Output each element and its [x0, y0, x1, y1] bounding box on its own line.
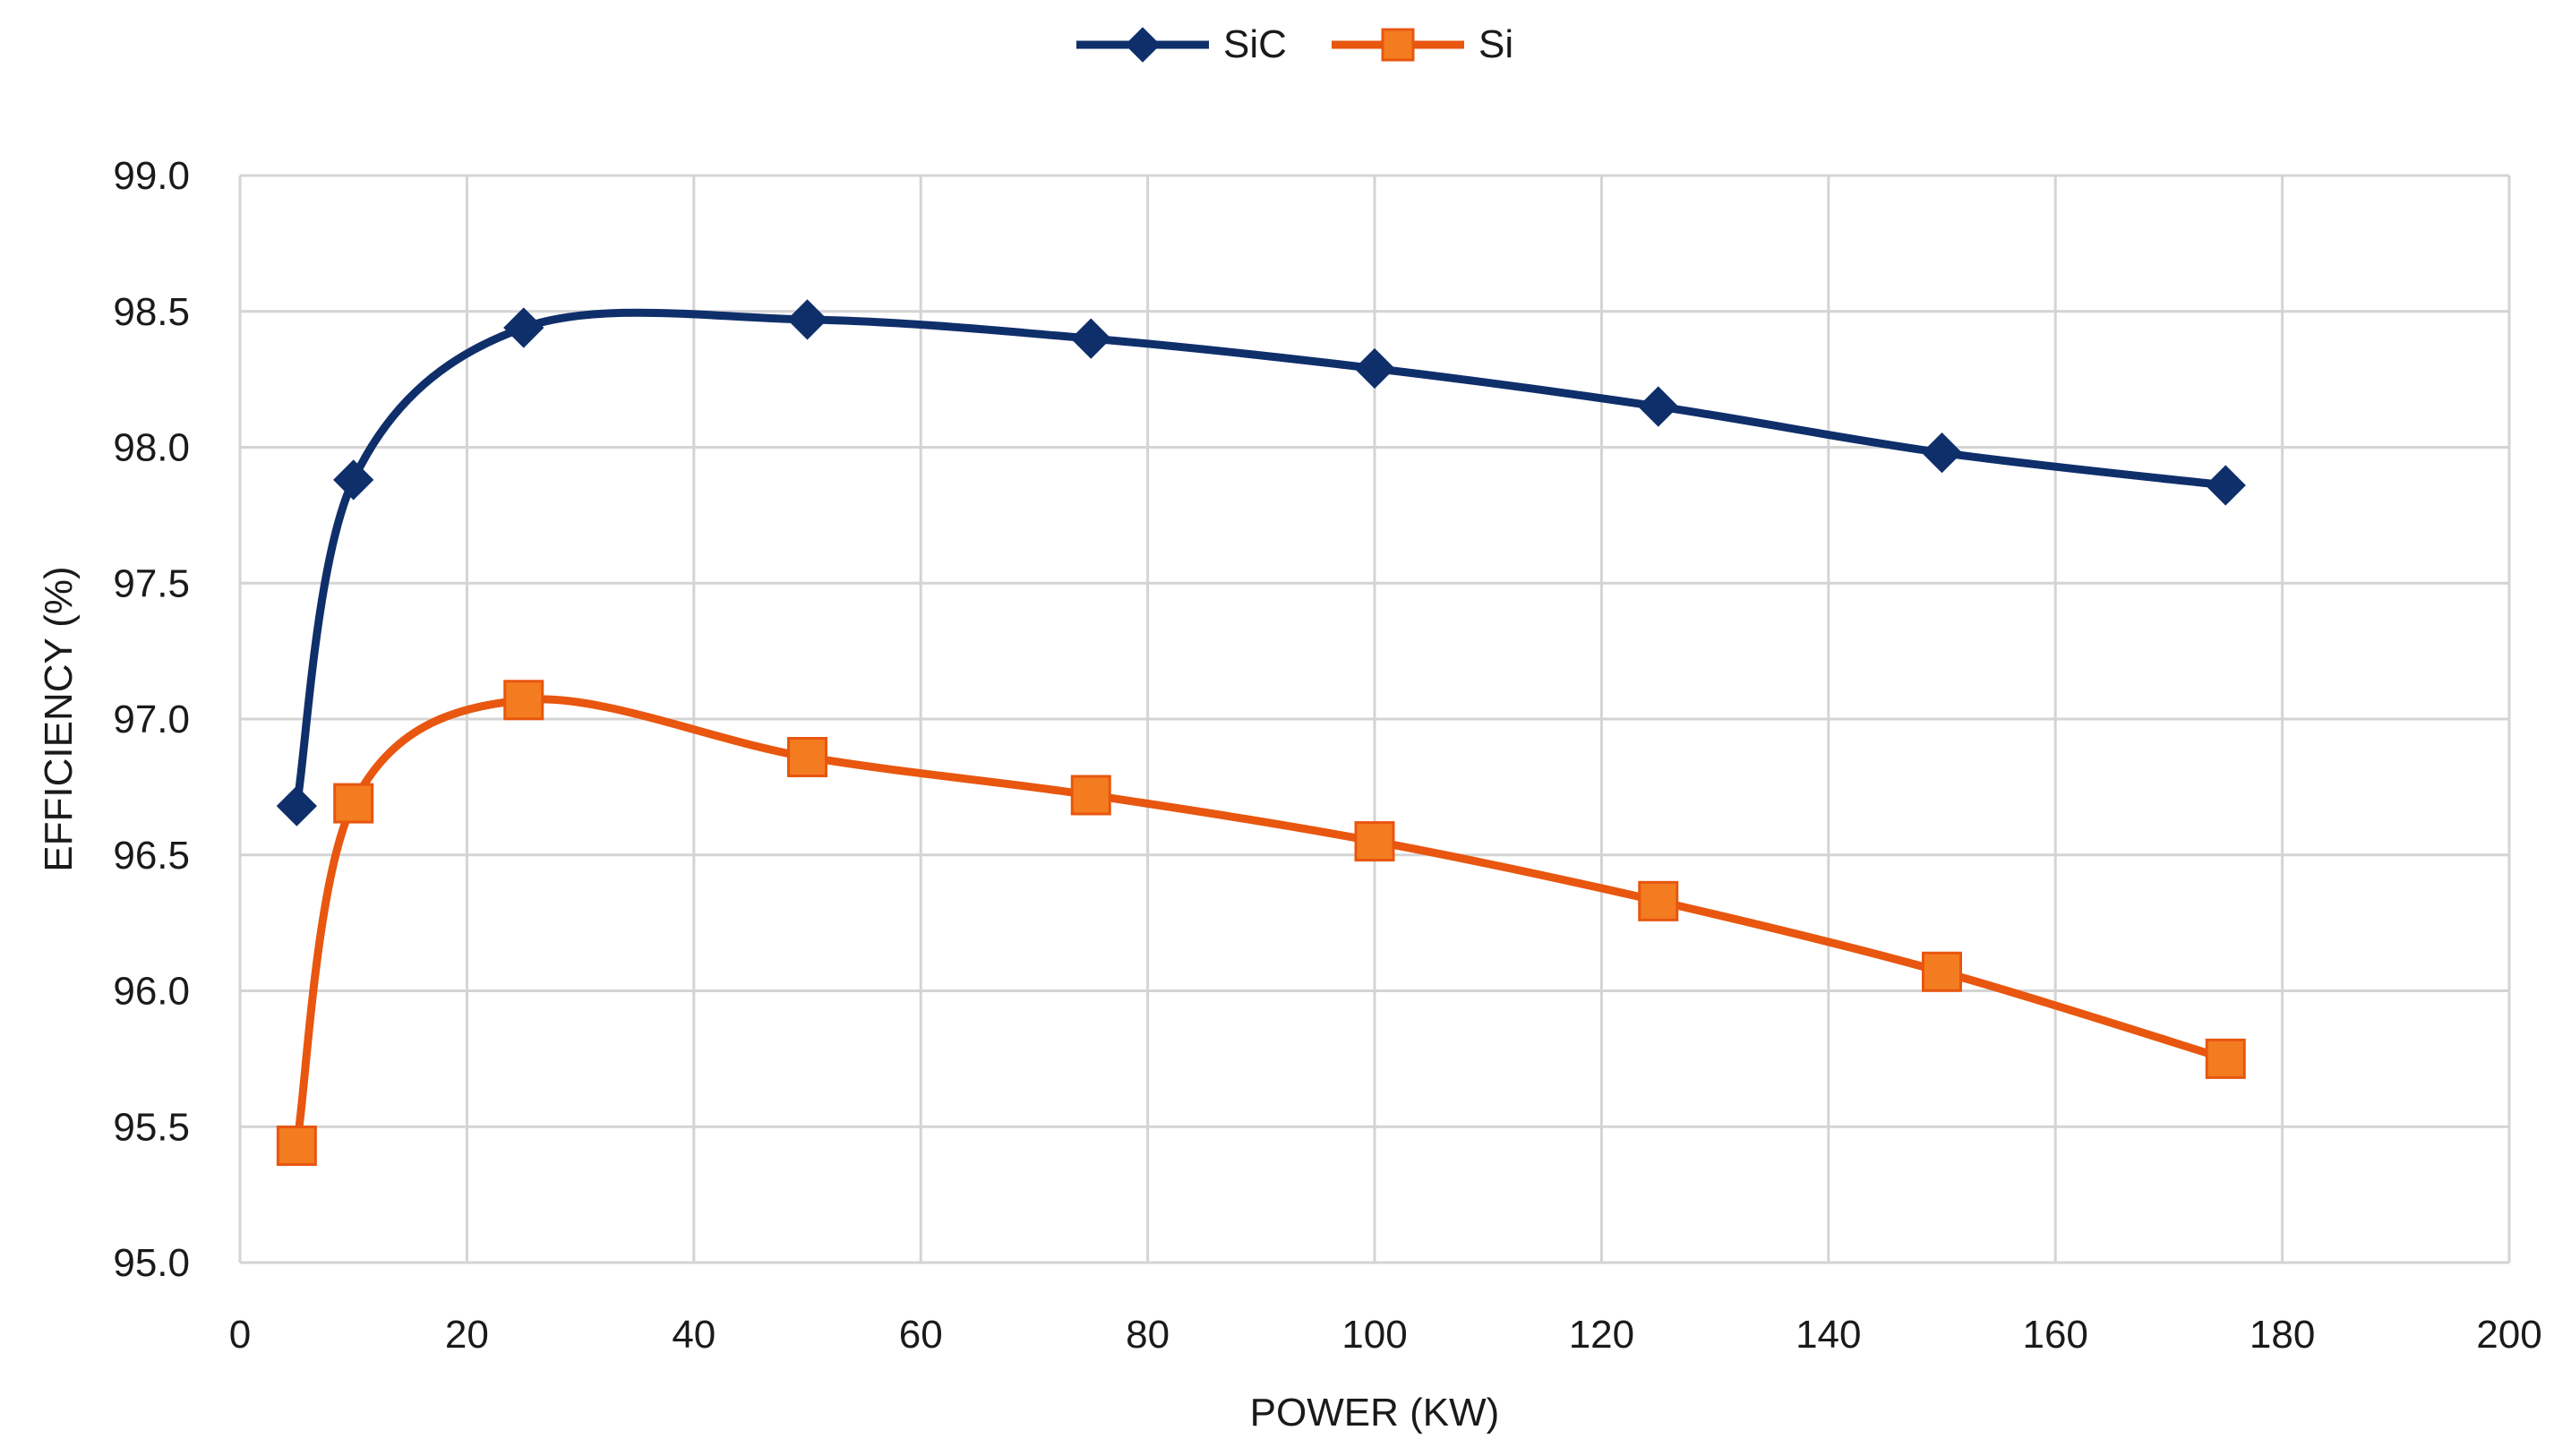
data-point-si[interactable]: [1922, 951, 1962, 992]
data-point-si[interactable]: [276, 1125, 317, 1166]
y-tick-label: 98.5: [113, 290, 190, 334]
legend: SiC Si: [1076, 22, 1513, 66]
y-tick-label: 97.0: [113, 698, 190, 741]
x-tick-label: 80: [1126, 1313, 1170, 1357]
data-point-si[interactable]: [1638, 880, 1679, 921]
y-axis-title: EFFICIENCY (%): [37, 566, 81, 871]
x-tick-label: 20: [445, 1313, 489, 1357]
data-point-si[interactable]: [503, 680, 544, 721]
legend-square-icon: [1381, 28, 1415, 62]
y-tick-label: 96.5: [113, 834, 190, 878]
x-axis-title: POWER (KW): [1250, 1391, 1500, 1435]
y-tick-label: 95.5: [113, 1105, 190, 1149]
data-point-si[interactable]: [333, 783, 374, 824]
data-point-si[interactable]: [1070, 775, 1111, 816]
y-tick-label: 99.0: [113, 154, 190, 198]
y-tick-label: 97.5: [113, 561, 190, 605]
tick-labels: 0 20 40 60 80 100 120 140 160 180 200 95.0 95.5 96.0 9…: [113, 154, 2541, 1357]
x-tick-label: 140: [1796, 1313, 1861, 1357]
data-point-si[interactable]: [2205, 1038, 2246, 1079]
y-tick-label: 98.0: [113, 426, 190, 470]
x-tick-label: 60: [899, 1313, 943, 1357]
data-point-si[interactable]: [1354, 821, 1395, 862]
y-tick-label: 96.0: [113, 970, 190, 1014]
legend-label-sic: SiC: [1223, 22, 1287, 66]
legend-item-si[interactable]: Si: [1332, 22, 1513, 66]
legend-label-si: Si: [1478, 22, 1513, 66]
data-point-sic[interactable]: [2205, 465, 2246, 506]
x-tick-label: 160: [2022, 1313, 2087, 1357]
x-tick-label: 40: [672, 1313, 716, 1357]
x-tick-label: 200: [2476, 1313, 2541, 1357]
series-si: [276, 680, 2246, 1166]
x-tick-label: 120: [1569, 1313, 1634, 1357]
y-tick-label: 95.0: [113, 1241, 190, 1285]
x-tick-label: 180: [2250, 1313, 2315, 1357]
x-tick-label: 100: [1341, 1313, 1407, 1357]
data-point-si[interactable]: [787, 736, 827, 777]
x-tick-label: 0: [229, 1313, 251, 1357]
